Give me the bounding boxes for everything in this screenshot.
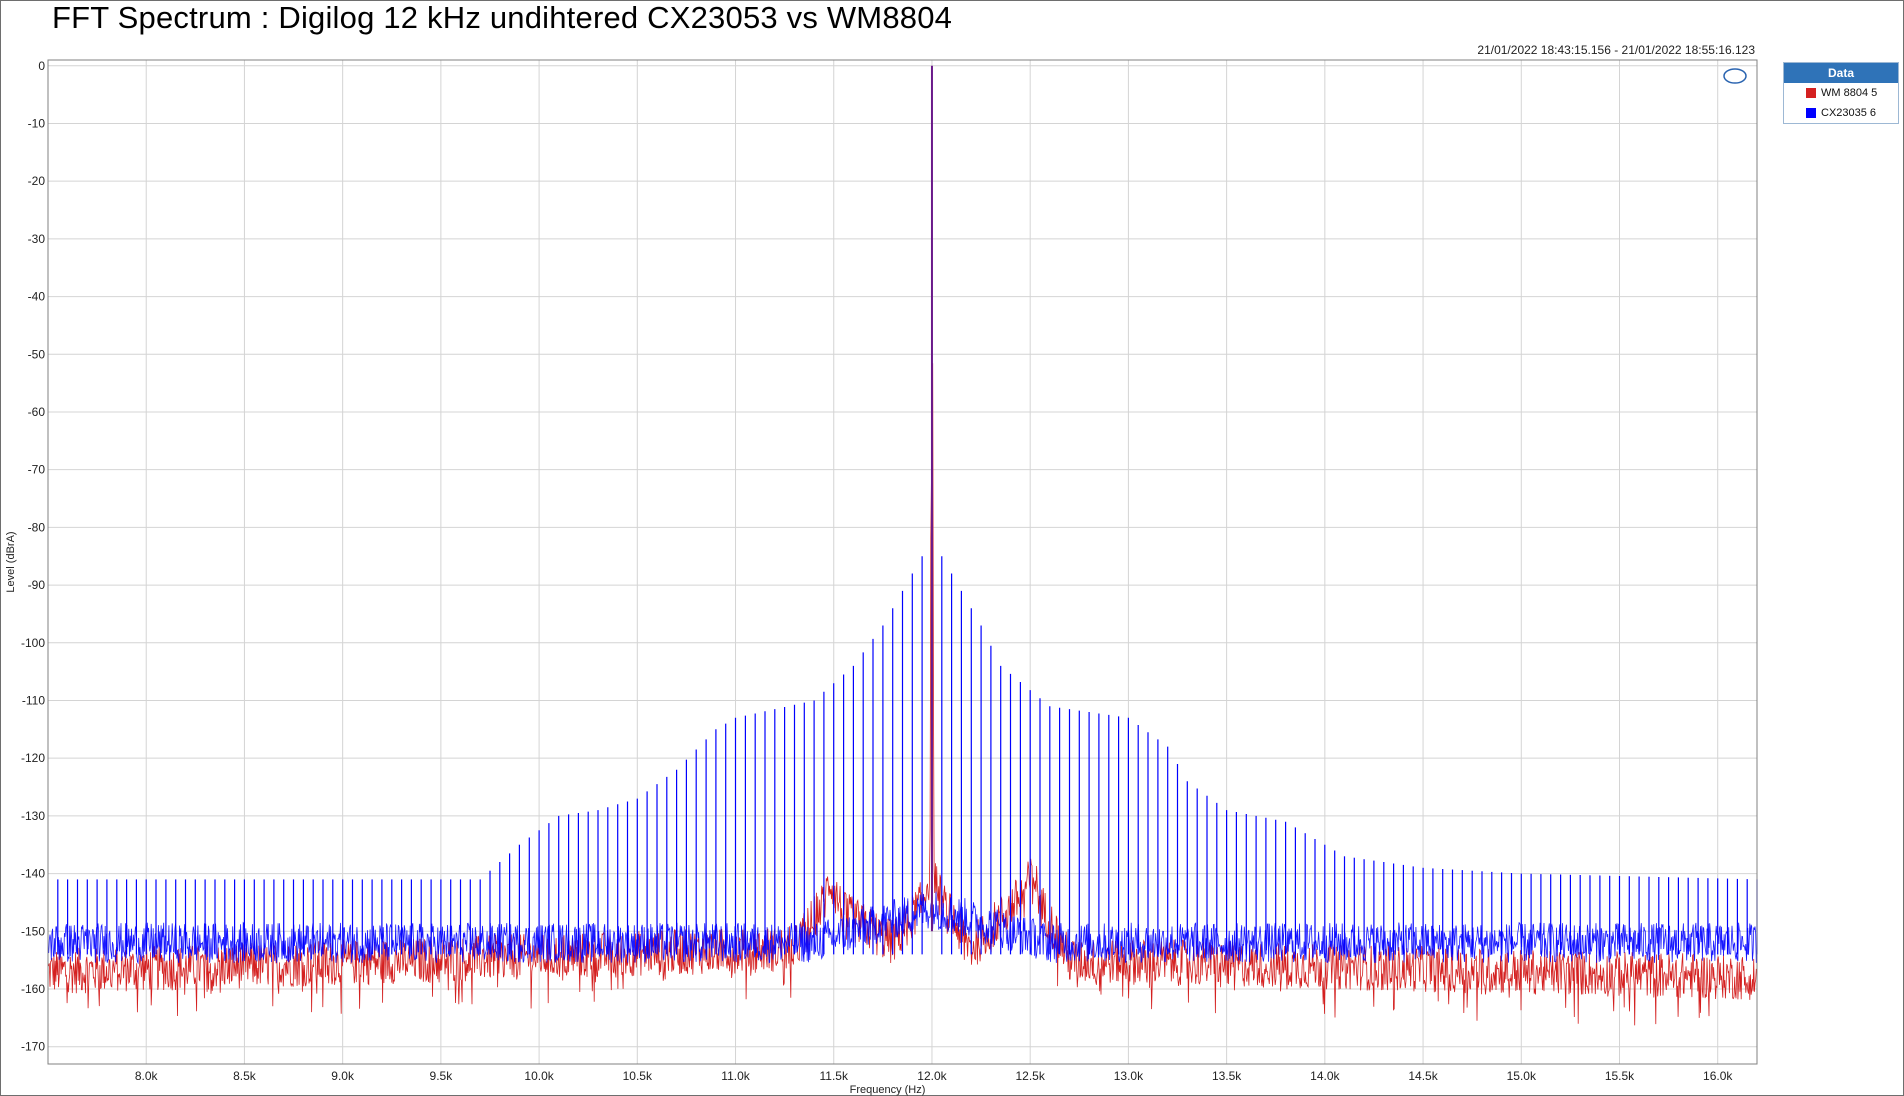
x-tick-label: 15.5k — [1605, 1069, 1635, 1083]
legend-item-cx23035[interactable]: CX23035 6 — [1784, 103, 1898, 123]
legend-swatch-blue — [1806, 108, 1816, 118]
y-tick-label: -90 — [28, 578, 46, 592]
y-tick-label: -70 — [28, 463, 46, 477]
x-tick-label: 9.5k — [430, 1069, 454, 1083]
y-tick-label: -60 — [28, 405, 46, 419]
x-tick-label: 8.0k — [135, 1069, 159, 1083]
y-tick-label: -100 — [21, 636, 45, 650]
y-tick-label: -150 — [21, 924, 45, 938]
y-tick-label: 0 — [38, 59, 45, 73]
plot-border — [47, 59, 1758, 1065]
timestamp-range: 21/01/2022 18:43:15.156 - 21/01/2022 18:… — [1477, 43, 1755, 57]
x-tick-label: 12.0k — [917, 1069, 947, 1083]
chart-title: FFT Spectrum : Digilog 12 kHz undihtered… — [52, 0, 953, 35]
legend-label: CX23035 6 — [1821, 107, 1877, 119]
x-tick-label: 10.0k — [524, 1069, 554, 1083]
x-tick-label: 9.0k — [331, 1069, 355, 1083]
y-tick-label: -20 — [28, 174, 46, 188]
x-tick-label: 16.0k — [1703, 1069, 1733, 1083]
y-tick-label: -110 — [22, 693, 45, 707]
y-tick-label: -30 — [28, 232, 46, 246]
y-tick-label: -50 — [28, 347, 46, 361]
legend-item-wm8804[interactable]: WM 8804 5 — [1784, 83, 1898, 103]
x-tick-label: 12.5k — [1016, 1069, 1046, 1083]
y-tick-label: -160 — [21, 982, 45, 996]
y-axis-label: Level (dBrA) — [5, 531, 17, 592]
x-tick-label: 15.0k — [1507, 1069, 1537, 1083]
x-tick-label: 11.5k — [820, 1069, 849, 1083]
y-tick-label: -140 — [21, 867, 45, 881]
legend: Data WM 8804 5 CX23035 6 — [1783, 62, 1899, 124]
legend-label: WM 8804 5 — [1821, 87, 1878, 99]
x-tick-label: 13.0k — [1114, 1069, 1144, 1083]
ap-logo-icon — [1722, 67, 1748, 85]
x-tick-label: 10.5k — [623, 1069, 653, 1083]
y-tick-label: -130 — [21, 809, 45, 823]
y-tick-label: -10 — [28, 116, 46, 130]
x-tick-label: 14.5k — [1408, 1069, 1438, 1083]
x-tick-label: 13.5k — [1212, 1069, 1242, 1083]
y-tick-label: -80 — [28, 520, 46, 534]
legend-swatch-red — [1806, 88, 1816, 98]
y-tick-label: -40 — [28, 290, 46, 304]
x-tick-label: 8.5k — [233, 1069, 257, 1083]
legend-header: Data — [1784, 63, 1898, 83]
x-tick-label: 14.0k — [1310, 1069, 1340, 1083]
x-tick-label: 11.0k — [721, 1069, 750, 1083]
x-axis-label: Frequency (Hz) — [850, 1084, 926, 1096]
y-tick-label: -170 — [21, 1040, 45, 1054]
y-tick-label: -120 — [21, 751, 45, 765]
